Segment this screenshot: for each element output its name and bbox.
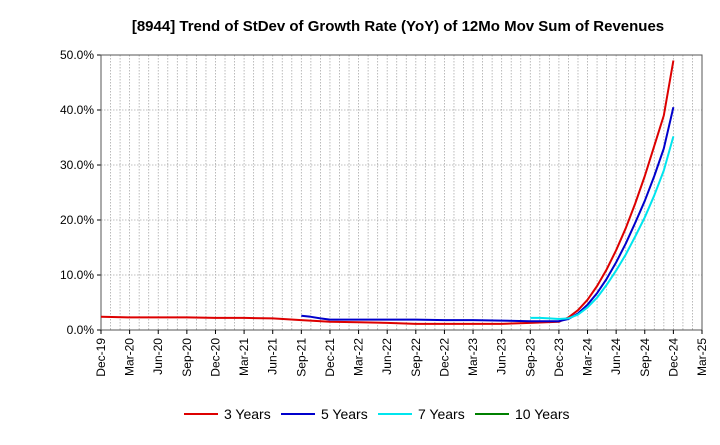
x-tick-label: Jun-23 — [495, 338, 509, 375]
x-tick-label: Mar-20 — [123, 338, 137, 376]
grid-layer — [100, 54, 703, 330]
x-tick-label: Jun-22 — [380, 338, 394, 375]
y-tick-label: 30.0% — [60, 158, 94, 172]
legend-label-10-years: 10 Years — [515, 406, 570, 422]
x-tick-label: Jun-21 — [266, 338, 280, 375]
x-tick-label: Sep-20 — [180, 338, 194, 377]
x-tick-label: Dec-23 — [552, 338, 566, 377]
y-tick-label: 10.0% — [60, 268, 94, 282]
x-tick-label: Mar-22 — [352, 338, 366, 376]
legend-label-7-years: 7 Years — [418, 406, 465, 422]
x-tick-label: Dec-21 — [323, 338, 337, 377]
y-tick-label: 40.0% — [60, 103, 94, 117]
x-tick-label: Sep-23 — [523, 338, 537, 377]
x-tick-label: Dec-24 — [666, 338, 680, 377]
x-tick-label: Dec-20 — [208, 338, 222, 377]
series-layer — [100, 60, 675, 325]
y-tick-label: 0.0% — [67, 323, 95, 337]
series-line-5-years — [301, 106, 675, 323]
x-tick-label: Jun-20 — [151, 338, 165, 375]
legend-label-3-years: 3 Years — [224, 406, 271, 422]
plot-area — [101, 55, 702, 330]
y-tick-label: 20.0% — [60, 213, 94, 227]
x-tick-label: Jun-24 — [609, 338, 623, 375]
x-tick-label: Mar-21 — [237, 338, 251, 376]
series-line-7-years — [530, 136, 675, 320]
series-line-3-years — [100, 60, 675, 325]
x-tick-label: Dec-22 — [437, 338, 451, 377]
x-tick-label: Dec-19 — [94, 338, 108, 377]
legend-label-5-years: 5 Years — [321, 406, 368, 422]
plot-border — [100, 54, 703, 331]
axis-layer: 0.0% 10.0% 20.0% 30.0% 40.0% 50.0% Dec-19 Mar-2… — [60, 48, 709, 377]
x-tick-label: Mar-23 — [466, 338, 480, 376]
x-tick-label: Sep-21 — [294, 338, 308, 377]
x-tick-label: Mar-24 — [581, 338, 595, 376]
legend: 3 Years 5 Years 7 Years 10 Years — [184, 406, 570, 422]
x-tick-label: Sep-22 — [409, 338, 423, 377]
x-tick-label: Sep-24 — [638, 338, 652, 377]
chart-title: [8944] Trend of StDev of Growth Rate (Yo… — [132, 18, 664, 35]
y-tick-label: 50.0% — [60, 48, 94, 62]
x-tick-label: Mar-25 — [695, 338, 709, 376]
